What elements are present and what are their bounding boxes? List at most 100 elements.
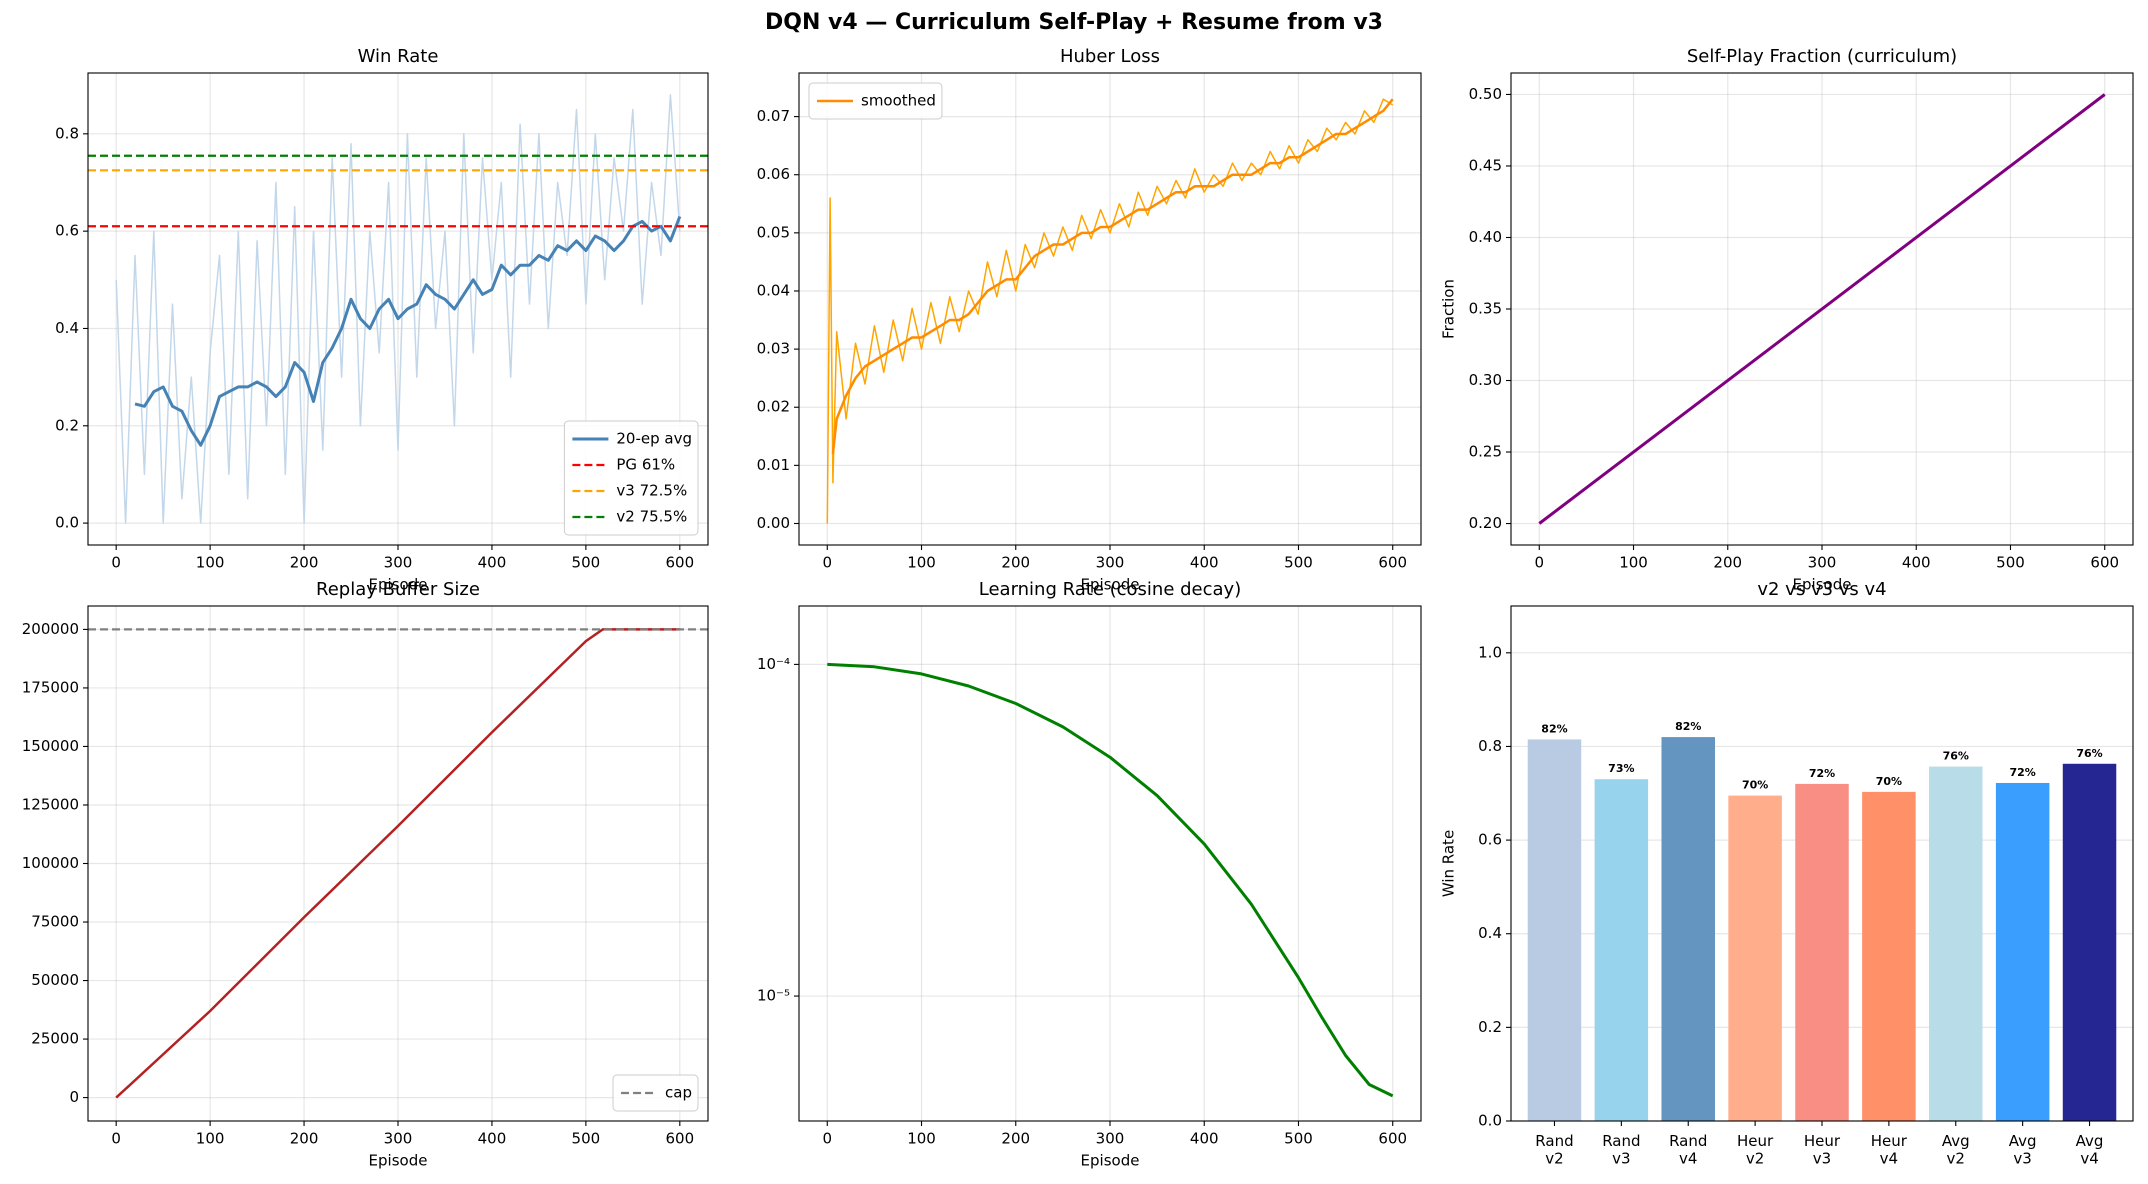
value-label: 72% [2009, 766, 2035, 779]
y-tick-label: 0.03 [757, 340, 790, 358]
x-tick-label: 100 [196, 1130, 225, 1148]
value-label: 82% [1675, 720, 1701, 733]
x-tick-label: 500 [572, 554, 601, 572]
x-tick-label: 600 [665, 554, 694, 572]
value-label: 70% [1876, 775, 1902, 788]
x-tick-label: Heur v2 [1737, 1132, 1774, 1167]
value-label: 70% [1742, 779, 1768, 792]
bar [1862, 791, 1916, 1121]
y-tick-label: 0.6 [1478, 831, 1502, 849]
bar [1795, 783, 1849, 1121]
y-tick-label: 0.07 [757, 107, 790, 125]
x-axis-label: Episode [1081, 1152, 1140, 1170]
y-tick-label: 0.04 [757, 281, 790, 299]
x-tick-label: 200 [290, 1130, 319, 1148]
value-label: 73% [1608, 762, 1634, 775]
y-tick-label: 0.02 [757, 398, 790, 416]
bar [1728, 795, 1782, 1121]
x-tick-label: 500 [1996, 554, 2025, 572]
subplot-title: Self-Play Fraction (curriculum) [1687, 46, 1957, 67]
x-tick-label: 400 [1190, 1130, 1219, 1148]
bar [1594, 779, 1649, 1121]
x-tick-label: 600 [2090, 554, 2119, 572]
y-tick-label: 0.4 [1478, 924, 1502, 942]
x-tick-label: Rand v4 [1669, 1132, 1707, 1167]
x-tick-label: 200 [1001, 1130, 1030, 1148]
y-tick-label: 0.2 [1478, 1018, 1502, 1036]
value-label: 76% [1943, 750, 1969, 763]
x-tick-label: 400 [1902, 554, 1931, 572]
y-tick-label: 25000 [31, 1030, 79, 1048]
y-tick-label: 175000 [22, 678, 79, 696]
y-tick-label: 10⁻⁵ [757, 987, 790, 1005]
axes-frame [1510, 605, 2134, 1122]
x-tick-label: 500 [1284, 554, 1313, 572]
x-tick-label: 600 [1378, 1130, 1407, 1148]
y-tick-label: 0.05 [757, 223, 790, 241]
x-tick-label: Avg v4 [2076, 1132, 2104, 1167]
x-axis-label: Episode [369, 1152, 428, 1170]
legend-box [808, 82, 943, 120]
figure-title: DQN v4 — Curriculum Self-Play + Resume f… [765, 10, 1383, 35]
series-line [1538, 93, 2106, 525]
bar [2062, 763, 2117, 1121]
x-tick-label: 100 [907, 554, 936, 572]
y-tick-label: 0.2 [55, 416, 79, 434]
legend-label: smoothed [861, 92, 936, 110]
y-tick-label: 0.8 [55, 124, 79, 142]
y-tick-label: 0.8 [1478, 737, 1502, 755]
x-tick-label: 100 [907, 1130, 936, 1148]
x-tick-label: Rand v2 [1535, 1132, 1573, 1167]
x-tick-label: 0 [822, 1130, 832, 1148]
y-tick-label: 0.00 [757, 514, 790, 532]
x-tick-label: Avg v2 [1942, 1132, 1970, 1167]
axes-frame [798, 72, 1422, 546]
series-line [831, 98, 1394, 454]
x-tick-label: 100 [1619, 554, 1648, 572]
axes-frame [87, 605, 709, 1122]
y-tick-label: 10⁻⁴ [757, 655, 790, 673]
y-tick-label: 1.0 [1478, 643, 1502, 661]
value-label: 76% [2076, 747, 2102, 760]
x-tick-label: 0 [111, 1130, 121, 1148]
subplot-title: Replay Buffer Size [316, 579, 480, 600]
legend: cap [612, 1074, 699, 1112]
y-tick-label: 0.20 [1469, 514, 1502, 532]
y-axis-label: Fraction [1440, 279, 1458, 339]
bar [1527, 739, 1582, 1121]
axes-frame [798, 605, 1422, 1122]
y-tick-label: 50000 [31, 971, 79, 989]
y-tick-label: 100000 [22, 854, 79, 872]
x-tick-label: 100 [196, 554, 225, 572]
y-axis-label: Win Rate [1440, 830, 1458, 897]
y-tick-label: 0.6 [55, 222, 79, 240]
x-tick-label: Rand v3 [1602, 1132, 1640, 1167]
series-line [115, 628, 680, 1099]
y-tick-label: 0 [69, 1088, 79, 1106]
bar [1929, 766, 1983, 1121]
y-tick-label: 0.01 [757, 456, 790, 474]
legend-label: cap [665, 1084, 692, 1102]
value-label: 72% [1809, 767, 1835, 780]
x-tick-label: Heur v3 [1804, 1132, 1841, 1167]
subplot-title: Huber Loss [1060, 46, 1160, 67]
bar [1995, 782, 2050, 1121]
subplot-title: v2 vs v3 vs v4 [1757, 579, 1886, 600]
y-tick-label: 0.50 [1469, 85, 1502, 103]
subplot-title: Learning Rate (cosine decay) [979, 579, 1241, 600]
x-tick-label: 500 [572, 1130, 601, 1148]
x-tick-label: 0 [822, 554, 832, 572]
x-tick-label: 300 [1096, 1130, 1125, 1148]
x-tick-label: 400 [478, 554, 507, 572]
series-line [827, 662, 1394, 1098]
x-tick-label: Heur v4 [1871, 1132, 1908, 1167]
value-label: 82% [1541, 722, 1567, 735]
y-tick-label: 150000 [22, 737, 79, 755]
x-tick-label: 300 [1096, 554, 1125, 572]
bar [1661, 737, 1715, 1121]
x-tick-label: 400 [478, 1130, 507, 1148]
x-axis-label: Episode [1793, 576, 1852, 594]
legend: 20-ep avg PG 61% v3 72.5% v2 75.5% [563, 420, 699, 536]
x-tick-label: 600 [665, 1130, 694, 1148]
